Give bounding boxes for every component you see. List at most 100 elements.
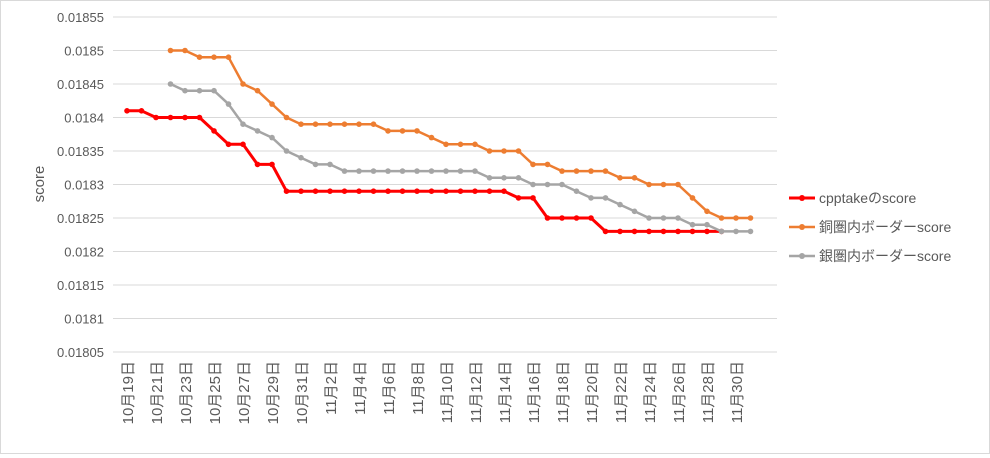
data-point <box>298 154 304 161</box>
data-point <box>211 54 217 60</box>
legend-swatch-marker <box>799 224 805 230</box>
data-point <box>182 114 188 121</box>
legend-swatch-marker <box>799 195 805 201</box>
series-3 <box>167 81 754 235</box>
data-point <box>428 134 435 141</box>
data-point <box>486 148 493 154</box>
y-tick-label: 0.0182 <box>64 245 104 260</box>
data-point <box>399 168 406 174</box>
data-point <box>646 215 652 221</box>
data-point <box>733 215 739 221</box>
data-point <box>689 228 696 235</box>
x-tick-label: 10月23日 <box>178 361 195 424</box>
data-point <box>211 128 217 134</box>
data-point <box>225 54 232 60</box>
data-point <box>675 181 681 188</box>
data-point <box>414 168 420 174</box>
data-point <box>602 168 609 174</box>
y-tick-label: 0.01805 <box>57 345 104 360</box>
series-line <box>169 82 751 233</box>
x-tick-label: 10月19日 <box>120 361 137 424</box>
x-tick-label: 11月16日 <box>526 361 543 423</box>
data-point <box>254 87 261 94</box>
data-point <box>298 188 304 194</box>
data-point <box>399 188 406 194</box>
data-point <box>704 221 710 228</box>
data-point <box>327 188 333 194</box>
y-tick-label: 0.01825 <box>57 211 104 226</box>
data-point <box>689 195 696 201</box>
legend-swatch-marker <box>799 253 805 259</box>
data-point <box>704 208 710 215</box>
data-point <box>660 181 667 188</box>
data-point <box>341 121 348 127</box>
data-point <box>472 168 478 174</box>
legend-label: cpptakeのscore <box>819 190 916 206</box>
data-point <box>573 215 580 221</box>
y-tick-label: 0.01845 <box>57 77 104 92</box>
data-point <box>327 121 333 127</box>
data-point <box>747 228 754 235</box>
y-axis-tick-labels: 0.01805 0.0181 0.01815 0.0182 0.01825 0.0183 0… <box>57 10 104 360</box>
data-point <box>588 168 594 174</box>
data-point <box>501 148 507 154</box>
x-tick-label: 11月30日 <box>729 361 746 423</box>
data-point <box>530 195 536 201</box>
data-point <box>225 141 232 148</box>
data-point <box>240 141 246 148</box>
y-tick-label: 0.0184 <box>64 111 104 126</box>
data-point <box>327 161 333 168</box>
data-point <box>182 87 188 94</box>
data-point <box>167 81 174 87</box>
x-tick-label: 11月28日 <box>700 361 717 423</box>
x-tick-label: 11月12日 <box>468 361 485 423</box>
x-tick-label: 11月10日 <box>439 361 456 423</box>
y-tick-label: 0.0185 <box>64 44 104 59</box>
data-point <box>269 161 275 168</box>
data-point <box>240 121 246 127</box>
data-point <box>544 161 551 168</box>
series-lines <box>124 47 754 235</box>
data-point <box>370 121 377 127</box>
x-axis-tick-labels: 10月19日 10月21日 10月23日 10月25日 10月27日 10月29日 10月3… <box>120 361 746 424</box>
data-point <box>617 175 623 181</box>
data-point <box>254 128 261 134</box>
data-point <box>385 188 391 194</box>
data-point <box>588 195 594 201</box>
y-axis-label: score <box>31 166 48 203</box>
data-point <box>283 188 290 194</box>
data-point <box>544 215 551 221</box>
data-point <box>559 168 565 174</box>
data-point <box>124 108 130 114</box>
data-point <box>138 108 145 114</box>
data-point <box>414 128 420 134</box>
data-point <box>515 175 522 181</box>
data-point <box>428 188 435 194</box>
data-point <box>689 221 696 228</box>
data-point <box>559 215 565 221</box>
data-point <box>486 175 493 181</box>
data-point <box>341 168 348 174</box>
data-point <box>747 215 754 221</box>
data-point <box>573 188 580 194</box>
data-point <box>718 215 725 221</box>
x-tick-label: 11月18日 <box>555 361 572 423</box>
data-point <box>283 114 290 121</box>
data-point <box>298 121 304 127</box>
data-point <box>646 181 652 188</box>
data-point <box>414 188 420 194</box>
x-tick-label: 10月25日 <box>207 361 224 424</box>
data-point <box>312 188 319 194</box>
data-point <box>457 141 464 148</box>
x-tick-label: 11月26日 <box>671 361 688 423</box>
series-1 <box>124 108 725 235</box>
data-point <box>718 228 725 235</box>
x-tick-label: 10月27日 <box>236 361 253 424</box>
data-point <box>312 121 319 127</box>
data-point <box>660 228 667 235</box>
x-tick-label: 11月2日 <box>323 361 340 415</box>
x-tick-label: 10月29日 <box>265 361 282 424</box>
data-point <box>196 114 203 121</box>
gridlines <box>113 16 777 353</box>
data-point <box>646 228 652 235</box>
